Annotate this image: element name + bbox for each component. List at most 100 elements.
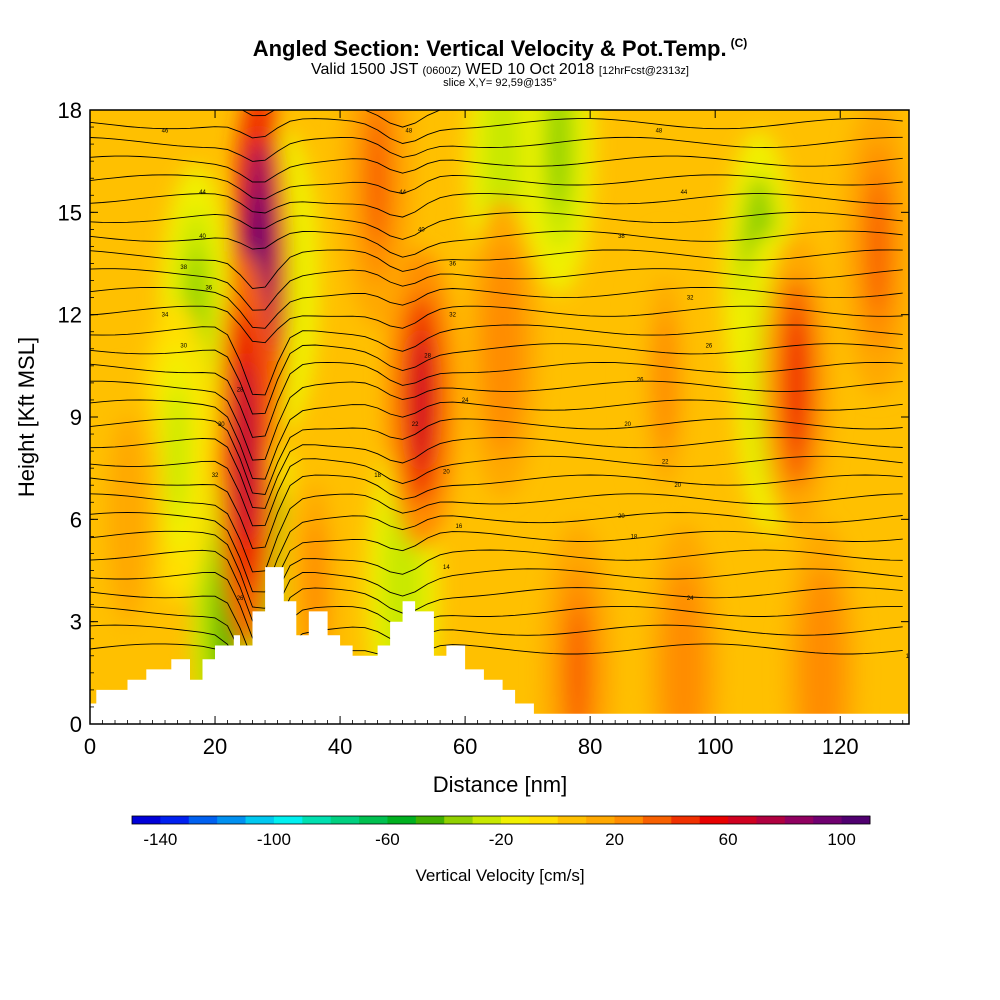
updraft-peak [655,315,676,451]
isentrope-label: 40 [199,234,206,240]
downdraft-peak [548,110,569,212]
x-tick-label: 40 [328,734,352,759]
isentrope-line [90,605,903,684]
colorbar-tick-label: 100 [827,830,855,849]
colorbar-swatch [586,816,616,824]
isentrope-label: 36 [449,262,456,268]
slice-info: slice X,Y= 92,59@135° [443,77,557,89]
colorbar-swatch [472,816,502,824]
colorbar: -140 -100 -60 -20 20 60 100 [131,815,871,849]
isentrope-line [90,136,903,162]
y-tick-label: 6 [70,507,82,532]
isentrope-label: 20 [674,483,681,489]
isentrope-label: 30 [218,422,225,428]
y-tick-label: 0 [70,712,82,737]
colorbar-swatch [728,816,757,824]
isentrope-line [90,624,903,705]
isentrope-label: 20 [443,470,450,476]
updraft-peak [567,605,588,724]
colorbar-swatch [273,816,303,824]
terrain [90,567,909,724]
isentrope-label: 46 [162,128,169,134]
isentrope-label: 14 [443,565,450,571]
isentrope-line [90,230,903,258]
colorbar-swatch [614,816,644,824]
isentrope-label: 16 [456,524,463,530]
colorbar-swatch [217,816,247,824]
isentrope-label: 22 [412,422,419,428]
colorbar-tick-label: -140 [143,830,177,849]
isentrope-label: 24 [462,398,469,404]
isentrope-label: 22 [662,459,669,465]
isentropes: 46 48 48 44 44 44 40 40 38 38 36 36 32 34 32 30 26 28 26 28… [90,110,909,715]
colorbar-tick-label: -60 [375,830,400,849]
velocity-field [90,110,909,724]
isentrope-line [90,568,903,639]
isentrope-label: 30 [180,343,187,349]
y-axis-label: Height [Kft MSL] [14,337,39,497]
chart-title: Angled Section: Vertical Velocity & Pot.… [0,36,1000,62]
colorbar-swatch [160,816,190,824]
colorbar-swatch [642,816,672,824]
isentrope-label: 44 [399,190,406,196]
x-tick-label: 0 [84,734,96,759]
x-tick-label: 120 [822,734,859,759]
isentrope-label: 18 [631,534,638,540]
updraft-peak [673,605,694,724]
isentrope-line [90,268,903,311]
isentrope-line [90,455,903,527]
valid-prefix: Valid 1500 JST [311,61,419,78]
colorbar-swatch [415,816,445,824]
isentrope-line [90,493,903,573]
isentrope-label: 48 [406,128,413,134]
colorbar-swatch [387,816,417,824]
y-tick-label: 18 [58,98,82,123]
updraft-peak [492,281,513,417]
isentrope-label: 26 [637,377,644,383]
y-tick-label: 9 [70,405,82,430]
updraft-peak [867,178,888,314]
colorbar-swatch [444,816,474,824]
x-tick-label: 20 [203,734,227,759]
isentrope-label: 28 [424,354,431,360]
isentrope-line [90,155,903,183]
colorbar-tick-label: -100 [257,830,291,849]
colorbar-swatch [756,816,786,824]
isentrope-label: 18 [374,473,381,479]
colorbar-label: Vertical Velocity [cm/s] [415,866,584,885]
isentrope-line [90,549,903,623]
title-units: (C) [730,36,748,50]
colorbar-swatch [557,816,587,824]
colorbar-frame [131,815,871,825]
isentrope-line [90,399,903,480]
isentrope-line [90,193,903,218]
isentrope-label: 48 [656,128,663,134]
isentrope-label: 28 [237,388,244,394]
updraft-peak [238,361,255,542]
colorbar-tick-label: 60 [719,830,738,849]
colorbar-swatch [359,816,388,824]
valid-zone: (0600Z) [422,65,462,77]
downdraft-peak [167,383,188,519]
isentrope-line [90,587,903,661]
isentrope-line [90,211,903,240]
isentrope-label: 32 [449,313,456,319]
isentrope-label: 36 [205,285,212,291]
isentrope-label: 32 [687,296,694,302]
isentrope-line [90,305,903,344]
y-tick-label: 12 [58,303,82,328]
isentrope-line [90,418,903,495]
isentrope-line [90,530,903,609]
colorbar-swatch [841,816,871,824]
updraft-peak [367,110,388,246]
isentrope-label: 26 [706,343,713,349]
colorbar-swatch [784,816,814,824]
colorbar-swatch [132,816,161,824]
colorbar-swatch [188,816,218,824]
isentrope-label: 20 [618,514,625,520]
terrain-shape [90,567,909,724]
isentrope-line [90,118,903,144]
chart-title-text: Angled Section: Vertical Velocity & Pot.… [252,36,727,61]
